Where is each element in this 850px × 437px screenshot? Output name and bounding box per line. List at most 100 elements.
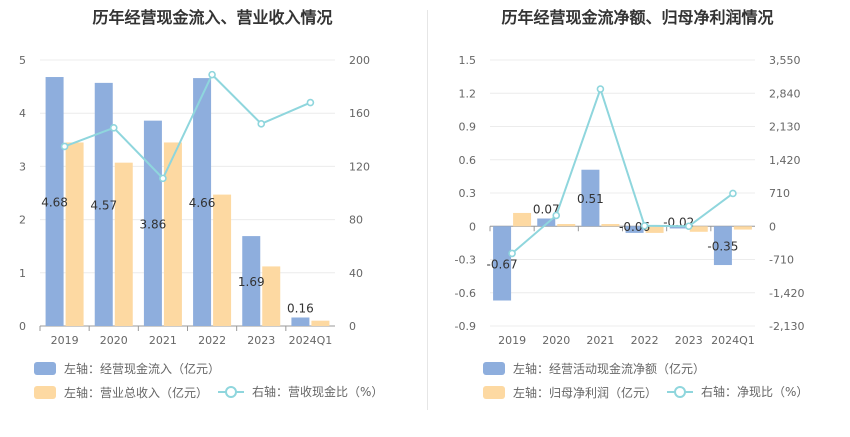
right-bar-series1 — [713, 226, 732, 266]
right-legend-bar2-label: 左轴：归母净利润（亿元） — [513, 386, 658, 400]
right-line-point — [552, 211, 561, 220]
left-line-point — [208, 70, 216, 79]
left-bar-series2 — [114, 162, 133, 326]
right-data-label: 0.51 — [577, 192, 604, 206]
left-data-label: 4.68 — [41, 196, 68, 210]
left-x-tick-label: 2020 — [100, 334, 128, 347]
right-line-point — [640, 221, 649, 230]
right-data-label: -0.35 — [707, 240, 738, 254]
left-x-tick-label: 2022 — [198, 334, 226, 347]
right-y-left-tick: 0.9 — [459, 121, 477, 134]
right-y-right-tick: 2,130 — [769, 121, 801, 134]
right-x-tick-label: 2020 — [542, 334, 570, 347]
right-bar-series2 — [557, 224, 576, 227]
legend-swatch-orange — [34, 386, 56, 399]
right-bar-series1 — [537, 218, 556, 227]
left-line-series — [64, 72, 311, 181]
left-legend-bar2[interactable]: 左轴：营业总收入（亿元） — [34, 384, 208, 401]
left-bar-series2 — [213, 194, 232, 326]
right-line-series — [511, 85, 734, 255]
right-bar-series1 — [669, 226, 688, 229]
left-bar-series1 — [242, 236, 261, 326]
right-y-left-tick: -0.3 — [455, 254, 476, 267]
left-y-right-tick: 160 — [349, 107, 370, 120]
right-chart-title: 历年经营现金流净额、归母净利润情况 — [501, 8, 774, 27]
right-legend-bar1-label: 左轴：经营活动现金流净额（亿元） — [513, 362, 706, 376]
right-x-tick-label: 2024Q1 — [711, 334, 755, 347]
right-y-right-tick: -710 — [769, 254, 794, 267]
right-bar-series2 — [733, 226, 752, 230]
right-bar-series1 — [493, 226, 512, 301]
right-x-tick-label: 2022 — [631, 334, 659, 347]
right-y-right-tick: 2,840 — [769, 87, 801, 100]
right-line-point — [729, 189, 737, 198]
left-y-left-tick: 5 — [19, 54, 26, 67]
left-y-right-tick: 80 — [349, 214, 363, 227]
right-y-left-tick: 0.3 — [459, 187, 477, 200]
left-bar-series1 — [45, 77, 64, 326]
legend-line-icon — [218, 385, 244, 399]
right-y-right-tick: 0 — [769, 220, 776, 233]
right-bar-series1 — [625, 226, 644, 233]
left-bar-series2 — [65, 142, 84, 326]
right-y-left-tick: 0.6 — [459, 154, 477, 167]
left-x-tick-label: 2019 — [51, 334, 79, 347]
left-chart-title: 历年经营现金流入、营业收入情况 — [92, 8, 333, 27]
left-bar-series1 — [193, 78, 212, 326]
legend-swatch-orange — [483, 386, 505, 399]
right-line-point — [508, 249, 516, 258]
left-line-point — [109, 124, 118, 132]
left-data-label: 4.66 — [189, 196, 216, 210]
left-y-right-tick: 0 — [349, 320, 356, 333]
right-y-left-tick: 1.5 — [459, 54, 477, 67]
left-legend-bar1[interactable]: 左轴：经营现金流入（亿元） — [34, 360, 220, 377]
right-y-right-tick: 1,420 — [769, 154, 801, 167]
left-bar-series1 — [94, 82, 113, 326]
left-bar-series1 — [291, 317, 310, 326]
left-legend-bar2-label: 左轴：营业总收入（亿元） — [64, 386, 209, 400]
right-legend-bar2[interactable]: 左轴：归母净利润（亿元） — [483, 384, 657, 401]
left-line-point — [257, 120, 266, 128]
panel-divider — [427, 10, 428, 410]
right-legend-line-label: 右轴：净现比（%） — [701, 385, 809, 399]
right-legend-line[interactable]: 右轴：净现比（%） — [667, 383, 808, 400]
right-bar-series1 — [581, 169, 600, 227]
left-bar-series2 — [262, 266, 281, 326]
left-y-right-tick: 200 — [349, 54, 370, 67]
left-x-tick-label: 2023 — [247, 334, 275, 347]
right-x-tick-label: 2021 — [586, 334, 614, 347]
right-chart-plot: -0.9 -2,130 -0.6 -1,420 -0.3 -710 0 0 0.3 710 0.6 1… — [455, 54, 805, 347]
left-chart-plot: 0 0 1 40 2 80 3 120 4 160 5 200 2019 4.68 2020 4.57 2021… — [19, 54, 370, 347]
left-data-label: 4.57 — [90, 198, 117, 212]
right-y-right-tick: -2,130 — [769, 320, 804, 333]
left-y-right-tick: 120 — [349, 160, 370, 173]
right-bar-series2 — [513, 212, 532, 227]
right-y-right-tick: -1,420 — [769, 287, 804, 300]
left-legend-bar1-label: 左轴：经营现金流入（亿元） — [64, 362, 221, 376]
left-y-left-tick: 1 — [19, 267, 26, 280]
left-x-tick-label: 2024Q1 — [289, 334, 333, 347]
left-data-label: 3.86 — [140, 217, 167, 231]
right-data-label: 0.07 — [533, 202, 560, 216]
left-legend-line[interactable]: 右轴：营收现金比（%） — [218, 383, 383, 400]
left-y-left-tick: 4 — [19, 107, 26, 120]
legend-line-icon — [667, 385, 693, 399]
left-y-left-tick: 0 — [19, 320, 26, 333]
right-bar-series2 — [601, 224, 620, 227]
right-bar-series2 — [645, 226, 664, 233]
left-y-right-tick: 40 — [349, 267, 363, 280]
left-x-tick-label: 2021 — [149, 334, 177, 347]
right-y-left-tick: 1.2 — [459, 87, 477, 100]
left-line-point — [159, 174, 167, 183]
right-data-label: -0.67 — [487, 257, 518, 271]
right-x-tick-label: 2023 — [675, 334, 703, 347]
right-line-point — [596, 85, 605, 93]
right-chart-panel: 历年经营现金流净额、归母净利润情况 -0.9 -2,130 -0.6 -1,420 -0… — [425, 0, 850, 437]
right-line-point — [684, 222, 693, 231]
left-bar-series2 — [311, 320, 330, 326]
right-y-left-tick: -0.6 — [455, 287, 476, 300]
right-y-right-tick: 710 — [769, 187, 790, 200]
left-chart-panel: 历年经营现金流入、营业收入情况 0 0 1 40 2 80 3 120 4 160 5 200 2019… — [19, 8, 383, 401]
left-data-label: 0.16 — [287, 301, 314, 315]
right-legend-bar1[interactable]: 左轴：经营活动现金流净额（亿元） — [483, 360, 705, 377]
